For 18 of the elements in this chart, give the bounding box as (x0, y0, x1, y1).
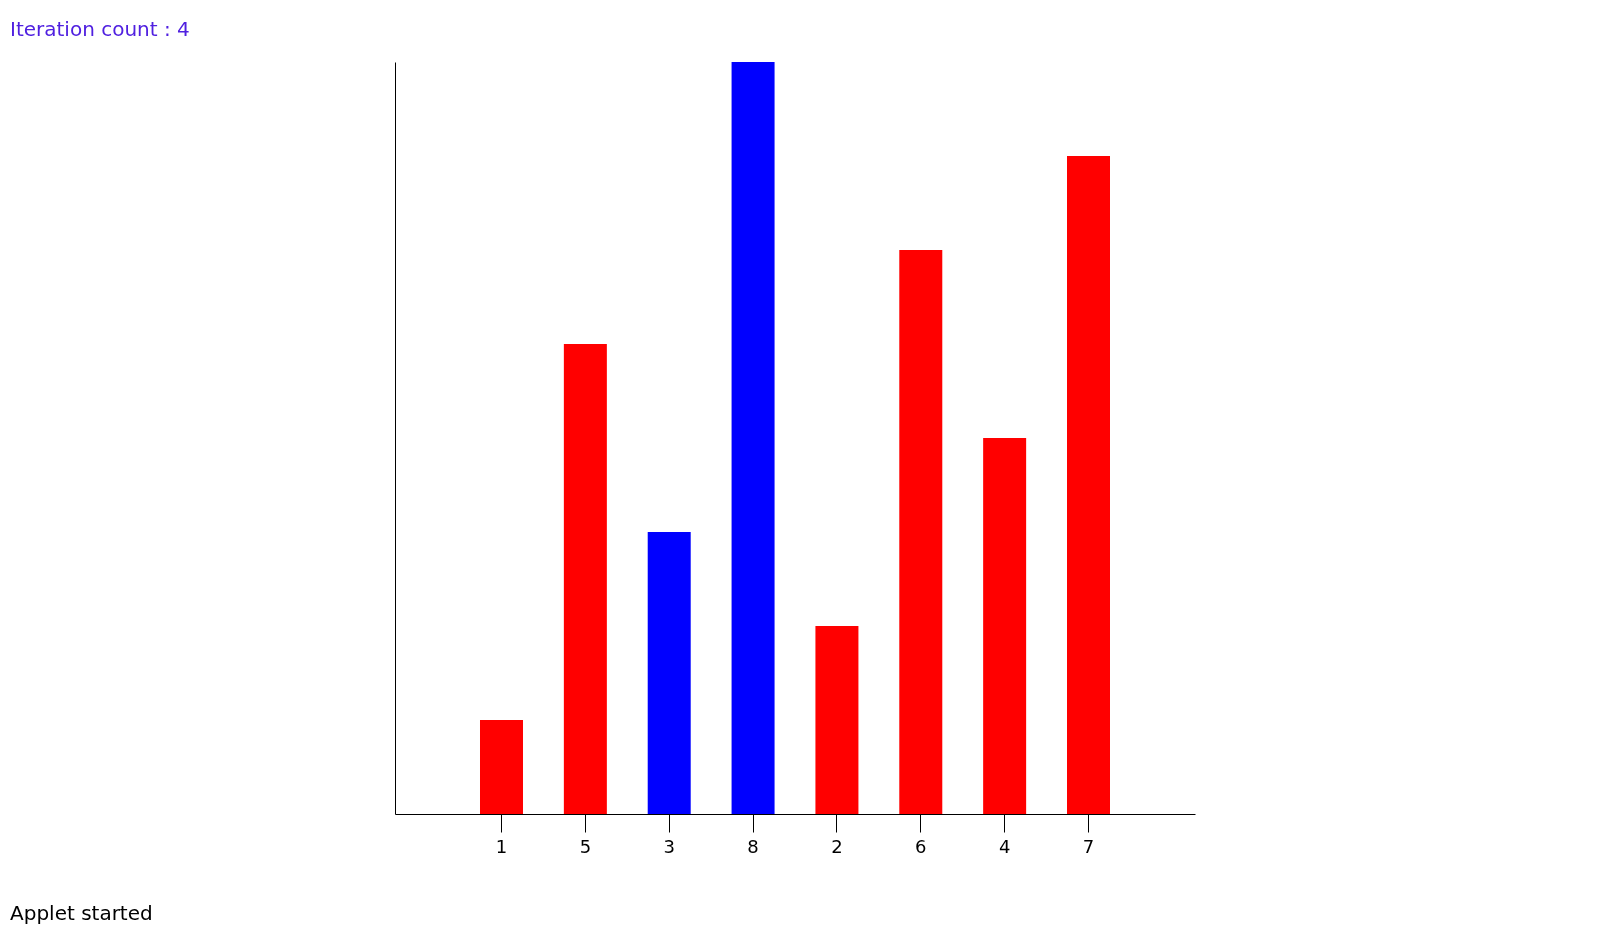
x-tick-label: 3 (663, 835, 675, 857)
x-tick-label: 6 (915, 835, 927, 857)
x-tick-label: 5 (579, 835, 592, 857)
x-tick-label: 7 (1082, 835, 1095, 857)
x-tick-label: 8 (747, 835, 759, 857)
bar (899, 250, 943, 814)
x-tick-label: 4 (998, 835, 1011, 857)
x-tick-label: 2 (831, 835, 843, 857)
text: Applet started (10, 901, 153, 925)
bar (647, 532, 691, 814)
bar (480, 720, 523, 814)
text: Iteration count : 4 (10, 17, 190, 41)
x-tick-label: 1 (495, 835, 508, 857)
bar (983, 438, 1027, 814)
bar (1067, 156, 1110, 814)
bar (815, 626, 859, 814)
bar (731, 62, 775, 814)
bar (563, 344, 607, 814)
